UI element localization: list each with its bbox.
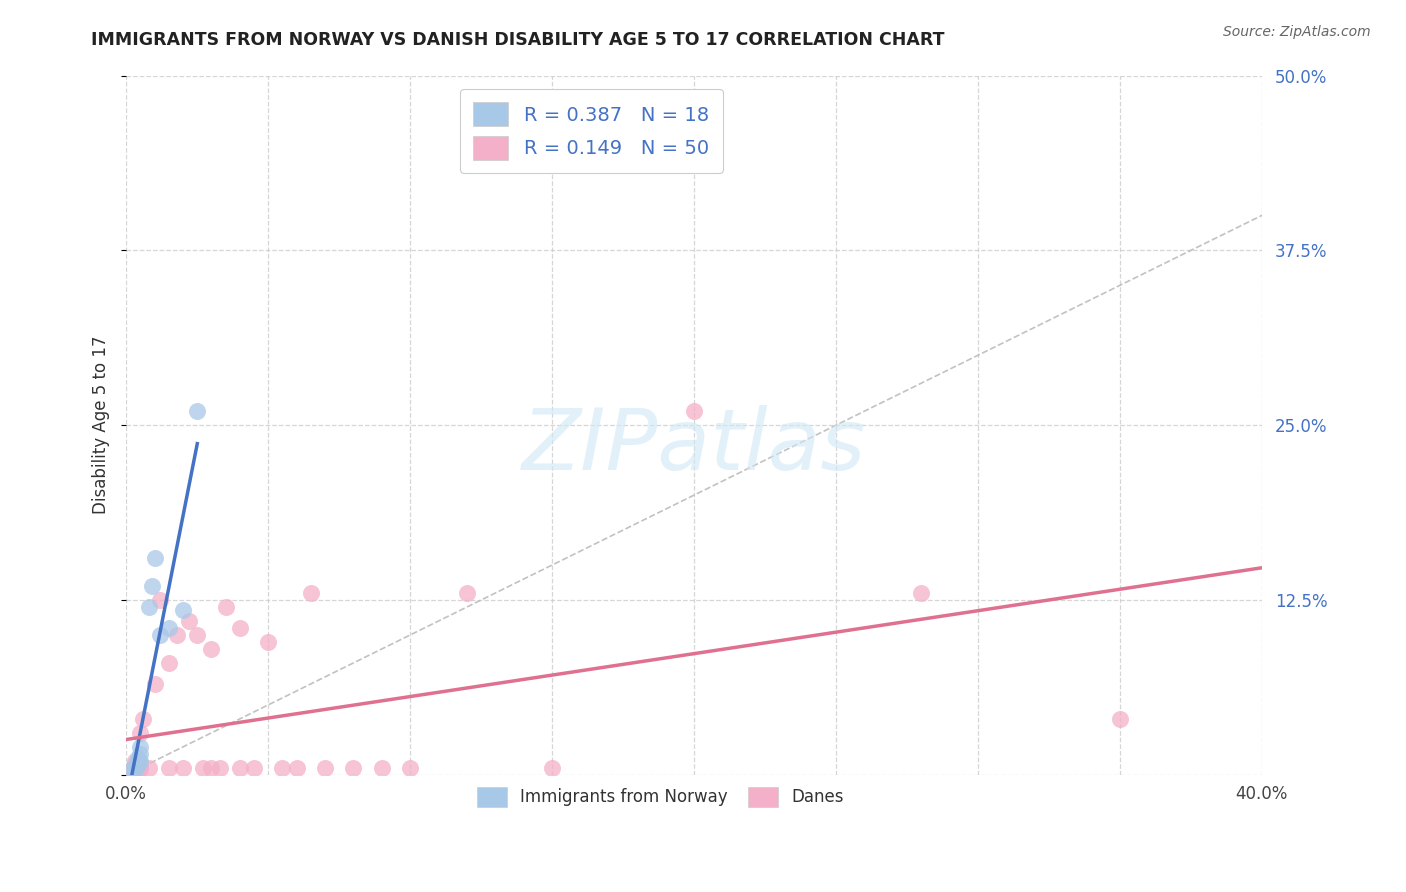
Point bbox=[399, 761, 422, 775]
Point bbox=[127, 758, 149, 772]
Point bbox=[138, 599, 160, 614]
Point bbox=[186, 628, 208, 642]
Point bbox=[229, 621, 252, 635]
Point bbox=[127, 751, 149, 765]
Point bbox=[683, 404, 706, 418]
Point bbox=[124, 761, 146, 775]
Point bbox=[127, 759, 149, 773]
Point bbox=[124, 764, 146, 778]
Point bbox=[129, 762, 152, 776]
Point bbox=[172, 761, 194, 775]
Point bbox=[129, 754, 152, 768]
Point bbox=[124, 761, 146, 775]
Point bbox=[129, 739, 152, 754]
Point bbox=[456, 586, 478, 600]
Legend: Immigrants from Norway, Danes: Immigrants from Norway, Danes bbox=[468, 779, 852, 815]
Point bbox=[143, 677, 166, 691]
Point bbox=[299, 586, 322, 600]
Point bbox=[129, 756, 152, 771]
Point bbox=[127, 756, 149, 771]
Y-axis label: Disability Age 5 to 17: Disability Age 5 to 17 bbox=[93, 336, 110, 515]
Point bbox=[129, 759, 152, 773]
Point bbox=[124, 762, 146, 776]
Point bbox=[200, 642, 222, 657]
Point bbox=[371, 761, 394, 775]
Point bbox=[157, 621, 180, 635]
Point bbox=[200, 761, 222, 775]
Point bbox=[124, 756, 146, 771]
Point bbox=[541, 761, 564, 775]
Point bbox=[271, 761, 294, 775]
Point bbox=[157, 761, 180, 775]
Point bbox=[191, 761, 214, 775]
Point bbox=[143, 551, 166, 566]
Point bbox=[172, 603, 194, 617]
Point bbox=[157, 656, 180, 670]
Point bbox=[149, 628, 172, 642]
Point bbox=[141, 579, 163, 593]
Point bbox=[129, 758, 152, 772]
Point bbox=[127, 762, 149, 776]
Point bbox=[127, 754, 149, 768]
Point bbox=[129, 726, 152, 740]
Point bbox=[132, 712, 155, 726]
Point bbox=[208, 761, 231, 775]
Text: IMMIGRANTS FROM NORWAY VS DANISH DISABILITY AGE 5 TO 17 CORRELATION CHART: IMMIGRANTS FROM NORWAY VS DANISH DISABIL… bbox=[91, 31, 945, 49]
Point bbox=[124, 754, 146, 768]
Point bbox=[243, 761, 266, 775]
Point bbox=[166, 628, 188, 642]
Point bbox=[186, 404, 208, 418]
Point bbox=[910, 586, 932, 600]
Point bbox=[1109, 712, 1132, 726]
Point bbox=[257, 635, 280, 649]
Text: ZIPatlas: ZIPatlas bbox=[522, 405, 866, 488]
Point bbox=[138, 761, 160, 775]
Point bbox=[127, 756, 149, 770]
Point bbox=[342, 761, 364, 775]
Point bbox=[129, 747, 152, 761]
Point bbox=[177, 614, 200, 628]
Point bbox=[124, 759, 146, 773]
Point bbox=[127, 756, 149, 771]
Text: Source: ZipAtlas.com: Source: ZipAtlas.com bbox=[1223, 25, 1371, 39]
Point bbox=[124, 758, 146, 772]
Point bbox=[127, 761, 149, 775]
Point bbox=[314, 761, 336, 775]
Point bbox=[124, 762, 146, 776]
Point bbox=[215, 599, 238, 614]
Point bbox=[285, 761, 308, 775]
Point bbox=[121, 762, 143, 776]
Point bbox=[229, 761, 252, 775]
Point bbox=[121, 762, 143, 776]
Point bbox=[129, 761, 152, 775]
Point bbox=[149, 593, 172, 607]
Point bbox=[124, 761, 146, 775]
